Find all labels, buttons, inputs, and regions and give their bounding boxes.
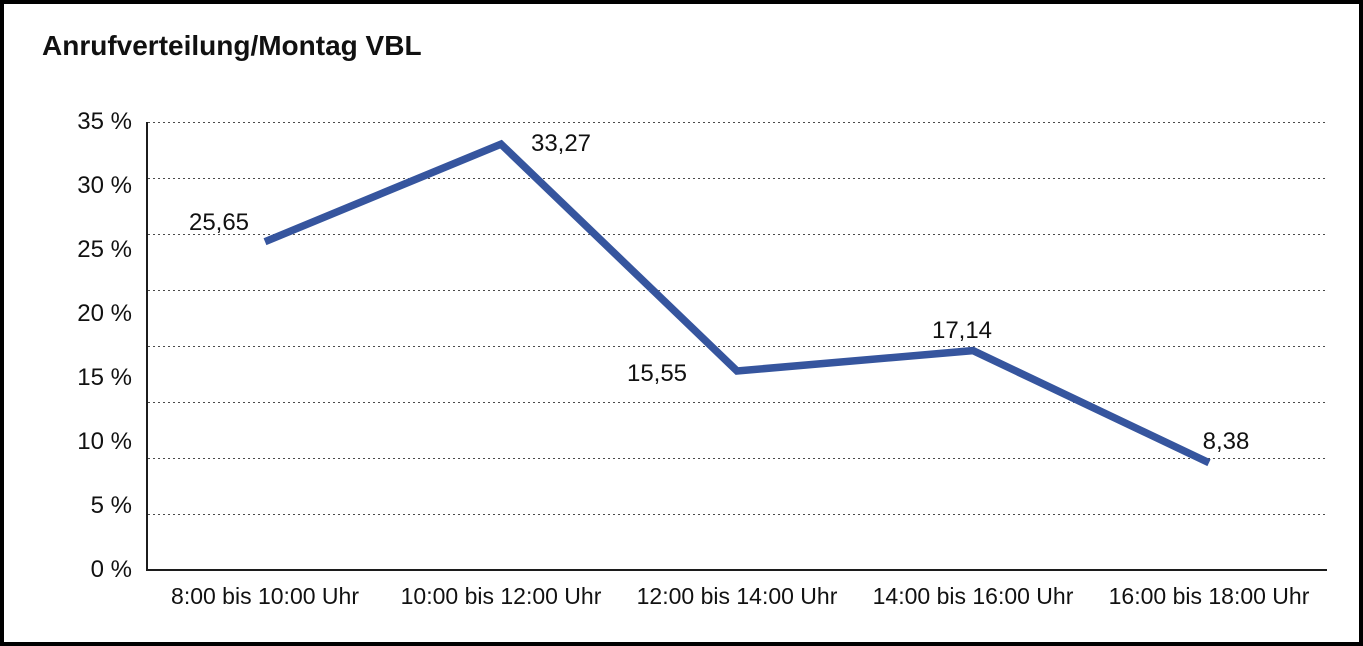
gridline	[148, 290, 1327, 291]
y-tick-label: 25 %	[77, 236, 132, 263]
gridline	[148, 346, 1327, 347]
data-label: 8,38	[1202, 427, 1250, 455]
x-tick-label: 16:00 bis 18:00 Uhr	[1108, 583, 1310, 609]
y-tick-label: 0 %	[90, 556, 132, 583]
y-tick-label: 20 %	[77, 300, 132, 327]
data-label: 15,55	[626, 359, 688, 387]
gridline	[148, 458, 1327, 459]
gridline	[148, 122, 1327, 123]
x-tick-label: 12:00 bis 14:00 Uhr	[636, 583, 838, 609]
y-tick-label: 35 %	[77, 108, 132, 135]
y-tick-label: 30 %	[77, 172, 132, 199]
y-tick-label: 5 %	[90, 492, 132, 519]
x-tick-label: 10:00 bis 12:00 Uhr	[400, 583, 602, 609]
y-tick-label: 15 %	[77, 364, 132, 391]
gridline	[148, 234, 1327, 235]
gridline	[148, 402, 1327, 403]
chart-title: Anrufverteilung/Montag VBL	[42, 30, 422, 61]
gridline	[148, 178, 1327, 179]
data-label: 25,65	[188, 208, 250, 236]
x-tick-label: 8:00 bis 10:00 Uhr	[171, 583, 359, 609]
data-label: 33,27	[530, 130, 592, 158]
x-tick-label: 14:00 bis 16:00 Uhr	[872, 583, 1074, 609]
plot-area	[146, 122, 1327, 571]
y-tick-label: 10 %	[77, 428, 132, 455]
gridline	[148, 514, 1327, 515]
data-label: 17,14	[931, 316, 993, 344]
